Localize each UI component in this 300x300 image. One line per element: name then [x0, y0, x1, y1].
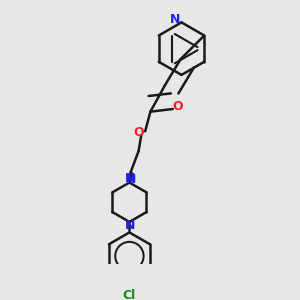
Text: N: N — [126, 173, 136, 186]
Text: O: O — [133, 126, 144, 139]
Text: N: N — [170, 13, 180, 26]
Text: O: O — [173, 100, 183, 113]
Text: N: N — [124, 172, 135, 185]
Text: Cl: Cl — [123, 290, 136, 300]
Text: N: N — [124, 219, 135, 232]
